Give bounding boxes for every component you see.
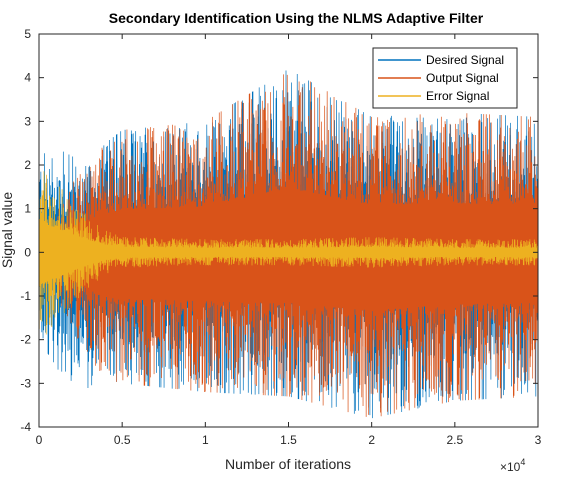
legend-label-error: Error Signal [426,89,489,103]
y-tick-label: 3 [24,114,31,128]
y-axis-label: Signal value [0,192,15,268]
y-tick-label: 2 [24,158,31,172]
chart-title: Secondary Identification Using the NLMS … [109,10,484,26]
y-tick-label: 0 [24,245,31,259]
y-tick-label: -2 [20,333,31,347]
x-tick-label: 1 [202,433,209,447]
legend: Desired Signal Output Signal Error Signa… [372,47,518,109]
y-tick-label: -3 [20,376,31,390]
x-exponent-power: 4 [520,457,525,467]
legend-label-output: Output Signal [426,71,499,85]
y-tick-label: 4 [24,71,31,85]
x-tick-label: 3 [535,433,542,447]
x-exponent-base: ×10 [500,460,521,474]
series-line-error-signal [39,171,538,335]
x-exponent-label: ×104 [500,457,525,474]
legend-label-desired: Desired Signal [426,53,504,67]
x-axis-label: Number of iterations [225,456,351,472]
x-tick-label: 2.5 [446,433,463,447]
x-tick-label: 1.5 [280,433,297,447]
x-tick-label: 0 [36,433,43,447]
y-tick-label: 1 [24,202,31,216]
y-tick-label: 5 [24,27,31,41]
y-tick-label: -1 [20,289,31,303]
y-tick-label: -4 [20,420,31,434]
x-tick-label: 2 [368,433,375,447]
x-tick-label: 0.5 [114,433,131,447]
